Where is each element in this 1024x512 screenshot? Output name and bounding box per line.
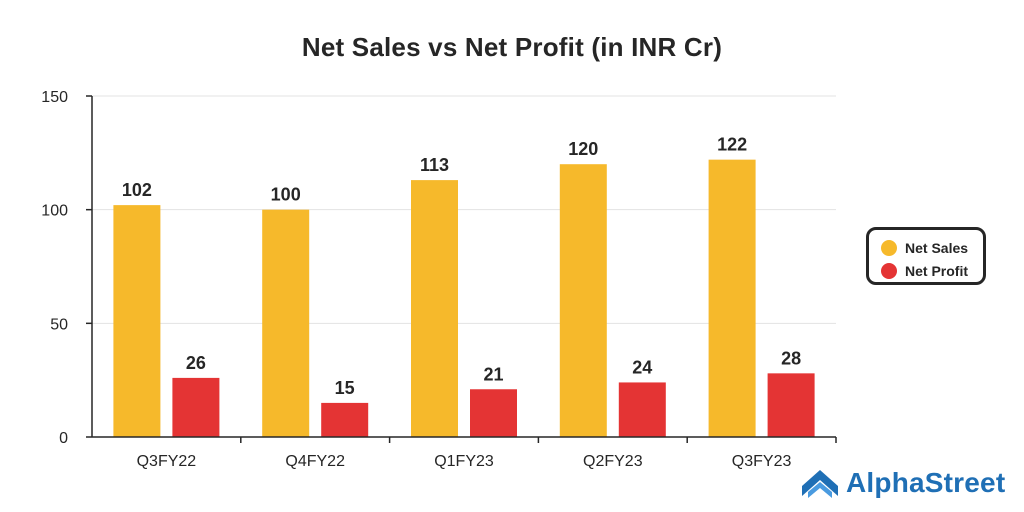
legend-label-net-profit: Net Profit <box>905 262 968 279</box>
bar-net-sales-q3fy22 <box>113 205 161 437</box>
x-tick-label-q1fy23: Q1FY23 <box>434 453 494 470</box>
y-tick-label-50: 50 <box>50 316 68 333</box>
alphastreet-logo-icon <box>802 470 838 498</box>
bar-net-profit-q3fy23 <box>767 373 815 437</box>
x-tick-label-q4fy22: Q4FY22 <box>285 453 345 470</box>
x-tick-label-q3fy23: Q3FY23 <box>732 453 792 470</box>
y-tick-label-150: 150 <box>41 89 68 106</box>
legend-label-net-sales: Net Sales <box>905 239 969 256</box>
bar-net-sales-q2fy23 <box>559 164 607 437</box>
bars <box>113 159 815 438</box>
legend-swatch-net-sales <box>881 239 897 256</box>
brand-logo: AlphaStreet <box>800 466 1005 500</box>
bar-net-profit-q1fy23 <box>470 389 517 437</box>
y-tick-label-0: 0 <box>59 430 68 447</box>
chart-legend: Net Sales Net Profit <box>866 227 986 285</box>
data-label-net-sales-q1fy23: 113 <box>420 155 449 175</box>
legend-swatch-net-profit <box>881 262 897 279</box>
bar-net-sales-q4fy22 <box>262 209 310 437</box>
data-label-net-profit-q3fy23: 28 <box>781 348 801 368</box>
data-label-net-profit-q4fy22: 15 <box>335 378 355 398</box>
data-label-net-profit-q2fy23: 24 <box>632 357 652 377</box>
legend-item-net-sales: Net Sales <box>881 236 983 259</box>
brand-name: AlphaStreet <box>846 467 1006 498</box>
y-tick-label-100: 100 <box>41 203 68 220</box>
axes <box>86 95 837 443</box>
data-label-net-sales-q4fy22: 100 <box>271 185 301 205</box>
legend-item-net-profit: Net Profit <box>881 259 983 282</box>
bar-net-profit-q3fy22 <box>172 377 220 437</box>
bar-net-sales-q1fy23 <box>411 180 458 437</box>
bar-net-profit-q2fy23 <box>618 382 666 437</box>
chart-title: Net Sales vs Net Profit (in INR Cr) <box>301 32 723 62</box>
data-label-net-sales-q3fy22: 102 <box>122 180 152 200</box>
x-tick-label-q2fy23: Q2FY23 <box>583 453 643 470</box>
data-label-net-sales-q3fy23: 122 <box>717 135 747 155</box>
labels: 0 50 100 150 Q3FY22 102 26 Q4FY22 100 15 Q1FY23 113… <box>41 89 801 470</box>
bar-net-sales-q3fy23 <box>708 159 756 438</box>
bar-net-profit-q4fy22 <box>321 402 369 437</box>
data-label-net-profit-q1fy23: 21 <box>483 364 503 384</box>
x-tick-label-q3fy22: Q3FY22 <box>137 453 197 470</box>
data-label-net-profit-q3fy22: 26 <box>186 353 206 373</box>
data-label-net-sales-q2fy23: 120 <box>568 139 598 159</box>
